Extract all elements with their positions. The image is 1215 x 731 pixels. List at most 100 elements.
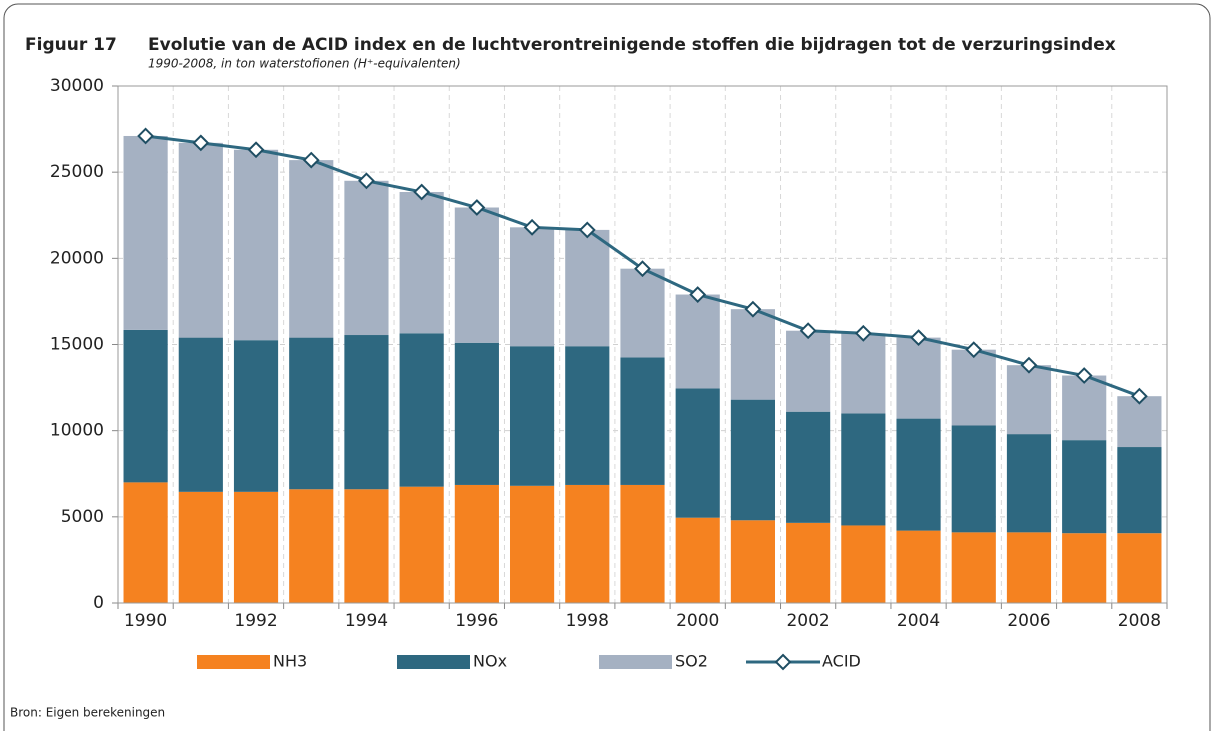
acid-marker [523,218,541,236]
bar [1117,447,1162,534]
bar [841,333,886,414]
acid-marker [910,329,927,347]
acid-marker [634,260,651,278]
x-tick-label: 2002 [786,611,829,631]
bar [565,229,610,347]
bar [1117,533,1162,603]
bar [841,413,886,526]
chart-subtitle: 1990-2008, in ton waterstofionen (H⁺-equ… [148,57,461,71]
legend-swatch [397,655,470,669]
bar [344,180,389,336]
bar [620,357,665,485]
plot-border [117,85,1168,604]
bar [620,268,665,358]
legend-swatch [599,655,672,669]
acid-marker [468,199,486,216]
bar [1062,440,1107,534]
bar [675,294,720,389]
bar [786,411,831,523]
bar [233,340,279,492]
legend-label: NH3 [273,652,307,671]
acid-marker [137,127,155,145]
y-tick-label: 5000 [61,507,104,527]
bar [289,489,334,603]
bar [896,418,941,531]
acid-marker [247,141,265,159]
bar [896,530,941,603]
bar [730,399,776,521]
bar [951,425,996,533]
bar [675,517,720,603]
bar [509,346,555,486]
bar [786,522,831,603]
bar [730,309,776,400]
y-tick-label: 10000 [50,421,104,441]
acid-marker [799,322,817,340]
bar [509,485,555,603]
x-tick-label: 1994 [345,611,388,631]
bar [454,342,499,485]
x-tick-label: 1998 [566,611,609,631]
bar [399,333,444,487]
x-tick-label: 2006 [1007,611,1050,631]
bar [951,532,996,603]
bar [786,330,831,412]
bar [233,149,279,341]
x-tick-label: 1990 [124,611,167,631]
bar [289,160,334,338]
acid-marker [413,183,431,201]
legend-marker [774,653,792,671]
bar [399,191,444,334]
bar [1117,396,1162,448]
bar [951,349,996,426]
bar [841,525,886,603]
bar [178,337,223,492]
bar [1062,375,1107,441]
bar [565,484,610,603]
bar [620,484,665,603]
legend-label: SO2 [675,652,708,671]
bar [123,329,168,483]
bar [1006,365,1052,435]
acid-marker [1130,387,1148,405]
acid-marker [689,286,707,303]
x-tick-label: 2004 [897,611,940,631]
acid-marker [854,324,872,342]
bar [178,142,223,338]
bar [123,135,168,330]
bar [399,486,444,603]
bar [675,388,720,518]
legend-label: NOx [473,652,507,671]
bar [565,346,610,485]
bar [344,335,389,490]
bar [233,491,279,603]
y-tick-label: 30000 [50,76,104,96]
bar [344,489,389,603]
y-tick-label: 15000 [50,335,104,355]
bar [1006,532,1052,603]
acid-marker [965,341,983,359]
figure-label: Figuur 17 [25,35,117,55]
bar [1062,533,1107,603]
legend-label: ACID [822,652,861,671]
x-tick-label: 1996 [455,611,498,631]
bar [178,491,223,603]
acid-marker [578,221,596,239]
bar [1006,434,1052,533]
source: Bron: Eigen berekeningen [10,706,165,720]
x-tick-label: 2008 [1118,611,1161,631]
bar [454,484,499,603]
bar [123,482,168,603]
bar [289,337,334,490]
bar [454,207,499,343]
bar [730,520,776,603]
acid-marker [1020,356,1038,374]
acid-marker [302,151,320,169]
bar [896,337,941,419]
acid-marker [192,134,210,152]
legend-swatch [197,655,270,669]
bar [509,227,555,347]
y-tick-label: 20000 [50,248,104,268]
chart-title: Evolutie van de ACID index en de luchtve… [148,35,1116,55]
